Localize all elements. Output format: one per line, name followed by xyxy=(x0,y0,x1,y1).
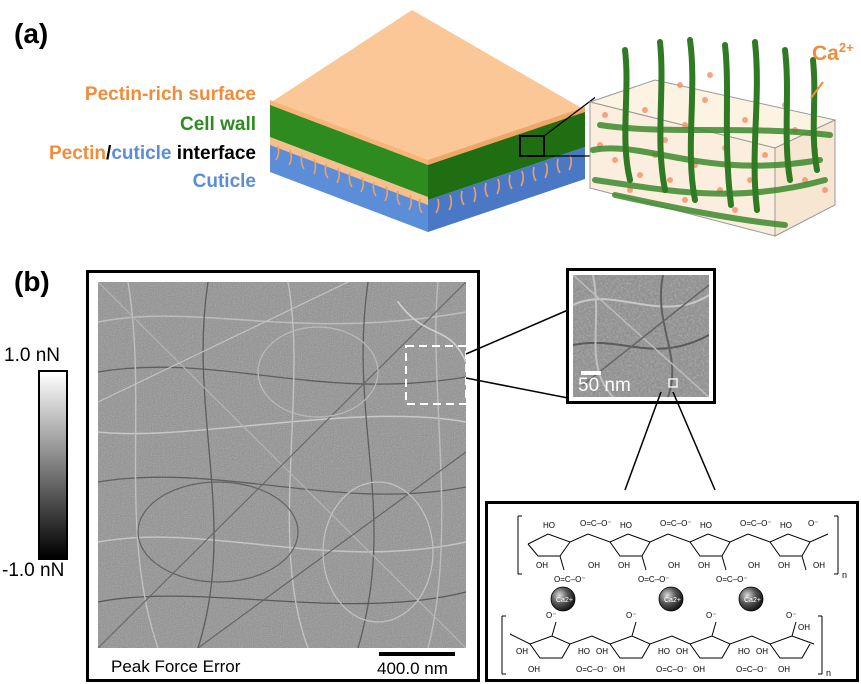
image-caption: Peak Force Error xyxy=(111,657,241,676)
svg-text:O⁻: O⁻ xyxy=(706,611,716,620)
svg-text:OH: OH xyxy=(618,561,630,570)
bottom-chain xyxy=(501,615,823,675)
afm-fibers xyxy=(98,282,466,648)
svg-text:O=C–O⁻: O=C–O⁻ xyxy=(638,575,670,584)
svg-text:O⁻: O⁻ xyxy=(808,519,818,528)
colorbar xyxy=(38,370,68,560)
zoom-line-top xyxy=(543,96,595,137)
svg-text:O=C–O⁻: O=C–O⁻ xyxy=(660,519,692,528)
pectin-surface-edge xyxy=(270,100,428,165)
cell-wall-layer-side xyxy=(428,110,585,200)
top-repeat-n: n xyxy=(842,570,847,580)
cuticle-layer-side xyxy=(428,147,585,232)
zoom-scale-label: 50 nm xyxy=(578,375,631,396)
interface-slash: / xyxy=(106,143,112,164)
main-scale-label: 400.0 nm xyxy=(377,659,448,678)
svg-text:OH: OH xyxy=(613,665,625,674)
zoom-region-box xyxy=(519,135,545,157)
pectin-cuticle-interface-label: Pectin/cuticle interface xyxy=(49,143,256,165)
cell-wall-label: Cell wall xyxy=(179,114,256,135)
svg-text:HO: HO xyxy=(578,647,590,656)
svg-text:OH: OH xyxy=(528,665,540,674)
interface-tendrils xyxy=(275,145,573,214)
layered-block-diagram xyxy=(270,10,595,232)
bottom-repeat-n: n xyxy=(826,668,831,678)
svg-text:OH: OH xyxy=(693,665,705,674)
cuticle-label: Cuticle xyxy=(192,171,256,192)
pectin-structure-panel: HO O=C–O⁻ HO O=C–O⁻ HO O=C–O⁻ HO O⁻ OH OH OH OH… xyxy=(485,501,859,682)
svg-text:O=C–O⁻: O=C–O⁻ xyxy=(740,519,772,528)
zoom-region-dashed-box xyxy=(405,345,466,405)
svg-text:O⁻: O⁻ xyxy=(786,611,796,620)
svg-text:HO: HO xyxy=(620,521,632,530)
zoom-scale-bar xyxy=(581,371,601,375)
cell-wall-zoom-illustration xyxy=(588,37,837,237)
colorbar-min-label: -1.0 nN xyxy=(2,560,65,581)
svg-text:O⁻: O⁻ xyxy=(546,611,556,620)
calcium-ion-text: Ca2+ Ca2+ Ca2+ xyxy=(556,597,761,604)
svg-text:OH: OH xyxy=(536,561,548,570)
svg-text:OH: OH xyxy=(596,647,608,656)
main-scale-bar xyxy=(379,652,455,656)
svg-text:O=C–O⁻: O=C–O⁻ xyxy=(580,519,612,528)
svg-text:Ca2+: Ca2+ xyxy=(556,597,573,604)
svg-text:O=C–O⁻: O=C–O⁻ xyxy=(656,665,688,674)
interface-layer-front xyxy=(270,137,428,205)
svg-text:OH: OH xyxy=(676,647,688,656)
svg-text:HO: HO xyxy=(700,521,712,530)
panel-a-label: (a) xyxy=(14,18,49,49)
svg-text:Ca2+: Ca2+ xyxy=(664,597,681,604)
calcium-ion-label: Ca2+ xyxy=(812,40,854,66)
svg-text:HO: HO xyxy=(738,647,750,656)
svg-text:HO: HO xyxy=(780,521,792,530)
afm-zoom-image xyxy=(573,275,709,397)
afm-image xyxy=(98,282,466,648)
molecular-region-box xyxy=(668,378,678,388)
cell-wall-layer-front xyxy=(270,103,428,197)
vertical-fibrils xyxy=(622,37,820,213)
svg-text:OH: OH xyxy=(516,647,528,656)
svg-text:Ca2+: Ca2+ xyxy=(744,597,761,604)
svg-text:OH: OH xyxy=(698,561,710,570)
interface-pectin-word: Pectin xyxy=(49,143,107,164)
svg-text:OH: OH xyxy=(778,665,790,674)
afm-zoom-frame: 50 nm xyxy=(566,268,716,404)
svg-text:OH: OH xyxy=(778,561,790,570)
zoom-connector-lines xyxy=(465,309,569,399)
svg-text:OH: OH xyxy=(668,561,680,570)
svg-text:OH: OH xyxy=(756,647,768,656)
zoom-fibers xyxy=(573,275,709,397)
panel-b-label: (b) xyxy=(14,266,50,297)
svg-text:HO: HO xyxy=(543,521,555,530)
interface-word: interface xyxy=(171,143,256,164)
egg-box-structure: HO O=C–O⁻ HO O=C–O⁻ HO O=C–O⁻ HO O⁻ OH OH OH OH… xyxy=(501,515,847,678)
structure-connector-lines xyxy=(624,391,716,491)
svg-text:O=C–O⁻: O=C–O⁻ xyxy=(716,575,748,584)
pectin-surface-side-edge xyxy=(428,107,585,165)
pectin-surface-top xyxy=(270,10,585,163)
svg-text:OH: OH xyxy=(798,623,810,632)
colorbar-max-label: 1.0 nN xyxy=(4,345,60,366)
calcium-ions xyxy=(550,586,764,612)
svg-text:OH: OH xyxy=(748,561,760,570)
cuticle-layer-front xyxy=(270,140,428,232)
afm-image-frame: Peak Force Error 400.0 nm xyxy=(86,270,480,682)
ca-symbol: Ca xyxy=(812,42,839,65)
ca-pointer xyxy=(810,81,824,99)
svg-text:O⁻: O⁻ xyxy=(626,611,636,620)
ca-charge: 2+ xyxy=(838,40,854,55)
svg-text:O=C–O⁻: O=C–O⁻ xyxy=(576,665,608,674)
svg-text:OH: OH xyxy=(813,561,825,570)
svg-text:O=C–O⁻: O=C–O⁻ xyxy=(736,665,768,674)
svg-text:O=C–O⁻: O=C–O⁻ xyxy=(554,575,586,584)
pectin-rich-surface-label: Pectin-rich surface xyxy=(84,84,256,105)
top-chain-labels: HO O=C–O⁻ HO O=C–O⁻ HO O=C–O⁻ HO O⁻ OH OH OH OH… xyxy=(536,519,825,584)
svg-text:OH: OH xyxy=(588,561,600,570)
top-chain xyxy=(517,515,839,575)
interface-cuticle-word: cuticle xyxy=(111,143,172,164)
svg-text:HO: HO xyxy=(658,647,670,656)
